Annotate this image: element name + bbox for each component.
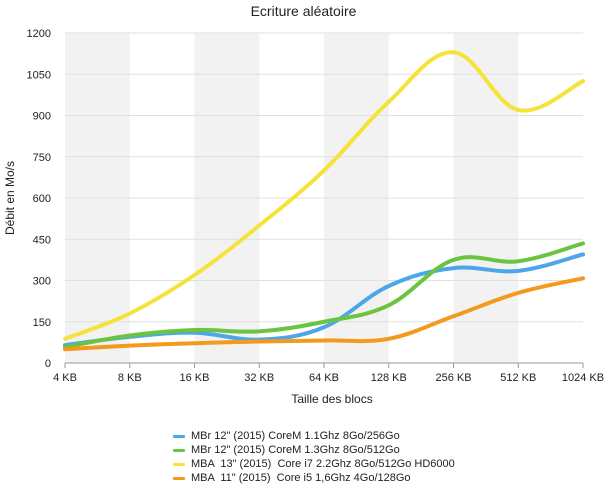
- legend-item: MBr 12" (2015) CoreM 1.1Ghz 8Go/256Go: [173, 429, 455, 443]
- series-line-2: [63, 241, 585, 350]
- x-tick-label: 64 KB: [309, 372, 339, 384]
- y-tick-label: 150: [33, 317, 51, 329]
- x-tick-label: 1024 KB: [562, 372, 604, 384]
- y-tick-label: 750: [33, 152, 51, 164]
- x-tick-label: 32 KB: [244, 372, 274, 384]
- y-tick-label: 0: [45, 358, 51, 370]
- legend-label: MBr 12" (2015) CoreM 1.3Ghz 8Go/512Go: [191, 444, 400, 456]
- line-chart: 0 150 300 450 600 750 900 1050 1200 4 KB 8 KB 16 KB…: [3, 28, 604, 406]
- y-axis-title: Débit en Mo/s: [3, 161, 17, 235]
- x-tick-label: 256 KB: [435, 372, 471, 384]
- legend: MBr 12" (2015) CoreM 1.1Ghz 8Go/256Go MBr…: [173, 429, 455, 485]
- y-tick-label: 1200: [27, 28, 51, 40]
- y-tick-label: 300: [33, 276, 51, 288]
- y-tick-label: 900: [33, 111, 51, 123]
- legend-swatch: [173, 434, 185, 438]
- legend-item: MBA 13" (2015) Core i7 2.2Ghz 8Go/512Go …: [173, 457, 455, 471]
- legend-item: MBA 11" (2015) Core i5 1,6Ghz 4Go/128Go: [173, 471, 455, 485]
- legend-swatch: [173, 448, 185, 452]
- legend-swatch: [173, 476, 185, 480]
- x-tick-label: 512 KB: [500, 372, 536, 384]
- series-line-4: [63, 276, 585, 352]
- x-tick-label: 128 KB: [371, 372, 407, 384]
- y-tick-label: 450: [33, 234, 51, 246]
- x-axis-title: Taille des blocs: [291, 392, 372, 406]
- legend-item: MBr 12" (2015) CoreM 1.3Ghz 8Go/512Go: [173, 443, 455, 457]
- series-line-3: [63, 50, 585, 341]
- legend-label: MBA 11" (2015) Core i5 1,6Ghz 4Go/128Go: [191, 472, 411, 484]
- legend-swatch: [173, 462, 185, 466]
- x-tick-label: 4 KB: [53, 372, 77, 384]
- chart-title: Ecriture aléatoire: [250, 3, 357, 19]
- legend-label: MBr 12" (2015) CoreM 1.1Ghz 8Go/256Go: [191, 430, 400, 442]
- x-tick-label: 16 KB: [180, 372, 210, 384]
- legend-label: MBA 13" (2015) Core i7 2.2Ghz 8Go/512Go …: [191, 458, 455, 470]
- x-tick-label: 8 KB: [118, 372, 142, 384]
- y-tick-label: 600: [33, 193, 51, 205]
- y-tick-label: 1050: [27, 69, 51, 81]
